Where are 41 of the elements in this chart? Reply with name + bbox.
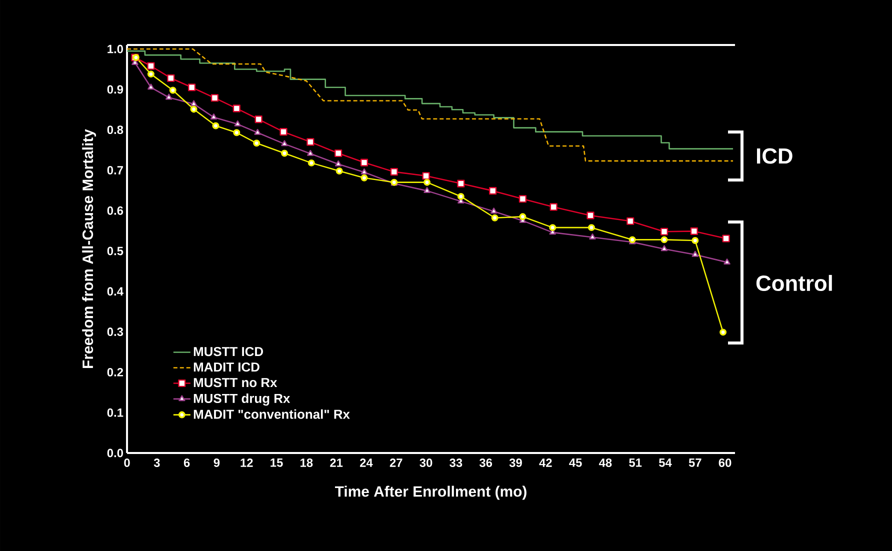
legend-label: MUSTT ICD	[194, 346, 264, 356]
x-tick-label: 36	[479, 458, 492, 467]
y-axis-title: Freedom from All-Cause Mortality	[82, 129, 96, 368]
x-tick-label: 57	[688, 458, 702, 467]
x-tick-label: 3	[154, 458, 160, 467]
x-tick-label: 18	[300, 458, 313, 467]
y-tick-label: 0.2	[107, 368, 124, 376]
x-tick-label: 27	[390, 458, 402, 467]
x-tick-label: 51	[629, 458, 642, 467]
legend-label: MADIT ICD	[194, 362, 260, 372]
x-tick-label: 12	[240, 458, 253, 467]
y-tick-label: 0.6	[107, 206, 124, 215]
x-tick-label: 15	[270, 458, 283, 467]
x-tick-label: 48	[598, 458, 612, 467]
y-tick-label: 0.9	[107, 85, 124, 94]
y-tick-label: 0.7	[107, 166, 123, 174]
legend-label: MUSTT no Rx	[194, 378, 278, 388]
x-tick-label: 60	[718, 458, 732, 467]
x-tick-label: 0	[124, 458, 130, 467]
x-tick-label: 42	[539, 458, 552, 467]
y-tick-label: 0.1	[107, 408, 124, 417]
y-tick-label: 0.5	[107, 246, 124, 256]
y-tick-label: 1.0	[108, 44, 123, 54]
x-tick-label: 24	[360, 458, 373, 467]
x-tick-label: 6	[184, 458, 190, 467]
x-tick-label: 54	[658, 458, 672, 467]
y-tick-label: 0.4	[107, 287, 124, 296]
x-tick-label: 39	[509, 458, 522, 467]
y-tick-label: 0.8	[107, 126, 124, 134]
y-tick-label: 0.0	[107, 448, 123, 458]
x-tick-label: 30	[420, 458, 432, 467]
text: ICD	[756, 148, 792, 164]
x-tick-label: 9	[214, 458, 220, 467]
y-tick-label: 0.3	[107, 328, 124, 336]
x-tick-label: 45	[569, 458, 582, 467]
legend-label: MADIT "conventional" Rx	[194, 409, 350, 419]
text: Control	[756, 274, 832, 292]
x-tick-label: 21	[330, 458, 343, 467]
legend-label: MUSTT drug Rx	[194, 393, 290, 406]
x-axis-title: Time After Enrollment (mo)	[335, 486, 526, 500]
x-tick-label: 33	[450, 458, 462, 467]
